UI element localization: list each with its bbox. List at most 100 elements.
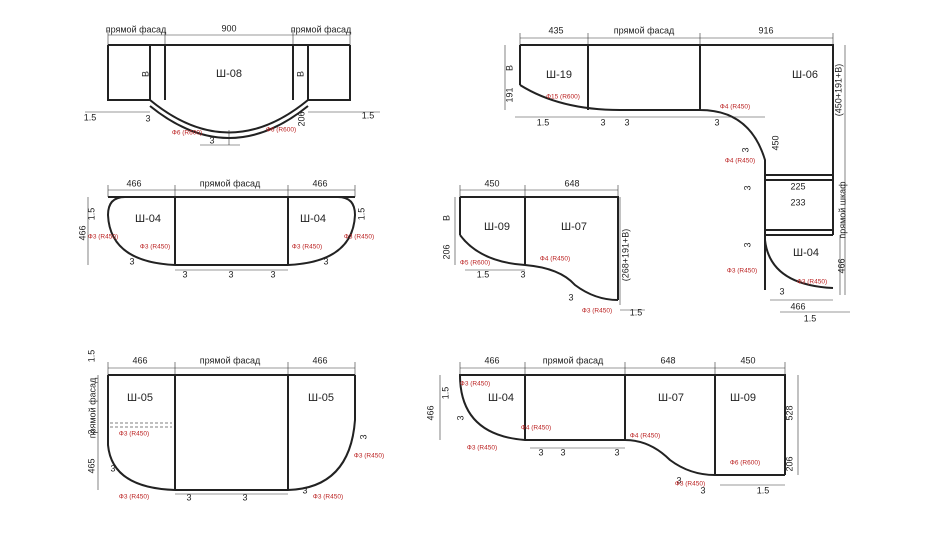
radius-note: Ф3 (R450) xyxy=(119,494,149,501)
dimension-label: 528 xyxy=(784,405,794,420)
radius-note: Ф3 (R450) xyxy=(797,279,827,286)
dimension-label: 900 xyxy=(221,23,236,33)
dimension-label: В xyxy=(504,65,514,71)
radius-note: Ф4 (R450) xyxy=(725,158,755,165)
dimension-label: 3 xyxy=(624,117,629,127)
dimension-label: прямой фасад xyxy=(543,355,604,365)
dimension-label: В xyxy=(140,71,150,77)
radius-note: Ф3 (R450) xyxy=(313,494,343,501)
radius-note: Ф3 (R450) xyxy=(467,445,497,452)
dimension-label: 3 xyxy=(614,447,619,457)
drawing-6-shape xyxy=(439,362,799,486)
dimension-label: 1.5 xyxy=(537,117,550,127)
cabinet-name: Ш-19 xyxy=(546,69,572,81)
drawing-3-shape xyxy=(87,185,357,271)
radius-note: Ф4 (R450) xyxy=(630,433,660,440)
drawing-2-shape xyxy=(504,33,850,313)
dimension-label: прямой фасад xyxy=(291,24,352,34)
dimension-label: прямой фасад xyxy=(200,178,261,188)
dimension-label: 3 xyxy=(358,434,368,439)
dimension-label: 191 xyxy=(504,87,514,102)
dimension-label: 3 xyxy=(86,429,96,434)
dimension-label: 3 xyxy=(742,185,752,190)
dimension-label: прямой фасад xyxy=(200,355,261,365)
radius-note: Ф3 (R450) xyxy=(344,234,374,241)
radius-note: Ф3 (R450) xyxy=(88,234,118,241)
radius-note: Ф3 (R450) xyxy=(727,268,757,275)
cabinet-name: Ш-05 xyxy=(127,392,153,404)
dimension-label: 466 xyxy=(836,258,846,273)
dimension-label: 648 xyxy=(564,178,579,188)
dimension-label: 1.5 xyxy=(630,307,643,317)
drawing-1-shape xyxy=(85,30,380,146)
dimension-label: 3 xyxy=(700,485,705,495)
dimension-label: 3 xyxy=(714,117,719,127)
radius-note: Ф3 (R450) xyxy=(119,431,149,438)
dimension-label: (450+191+В) xyxy=(833,64,843,117)
dimension-label: 3 xyxy=(568,292,573,302)
dimension-label: 466 xyxy=(484,355,499,365)
dimension-label: 3 xyxy=(779,286,784,296)
dimension-label: 465 xyxy=(86,458,96,473)
dimension-label: 3 xyxy=(560,447,565,457)
dimension-label: 3 xyxy=(145,113,150,123)
cabinet-name: Ш-08 xyxy=(216,68,242,80)
dimension-label: 1.5 xyxy=(362,110,375,120)
radius-note: Ф4 (R450) xyxy=(521,425,551,432)
dimension-label: 466 xyxy=(126,178,141,188)
radius-note: Ф3 (R450) xyxy=(582,308,612,315)
cabinet-name: Ш-04 xyxy=(488,392,514,404)
dimension-label: 1.5 xyxy=(356,208,366,221)
dimension-label: 1.5 xyxy=(757,485,770,495)
dimension-label: 1.5 xyxy=(804,313,817,323)
dimension-label: 466 xyxy=(425,405,435,420)
dimension-label: 648 xyxy=(660,355,675,365)
radius-note: Ф6 (R600) xyxy=(266,127,296,134)
dimension-label: 3 xyxy=(740,147,750,152)
dimension-label: 206 xyxy=(441,244,451,259)
dimension-label: 3 xyxy=(538,447,543,457)
dimension-label: прямой фасад xyxy=(87,377,97,438)
cabinet-name: Ш-09 xyxy=(730,392,756,404)
dimension-label: 3 xyxy=(302,485,307,495)
dimension-label: В xyxy=(295,71,305,77)
radius-note: Ф6 (R600) xyxy=(730,460,760,467)
dimension-label: прямой фасад xyxy=(106,24,167,34)
drawing-4-shape xyxy=(454,185,645,311)
dimension-label: 466 xyxy=(790,301,805,311)
dimension-label: прямой шкаф xyxy=(837,181,847,239)
dimension-label: 3 xyxy=(242,492,247,502)
dimension-label: 466 xyxy=(312,355,327,365)
cabinet-name: Ш-07 xyxy=(561,221,587,233)
radius-note: Ф3 (R450) xyxy=(460,381,490,388)
cabinet-name: Ш-05 xyxy=(308,392,334,404)
drawing-5-shape xyxy=(97,362,356,495)
dimension-label: 3 xyxy=(129,256,134,266)
radius-note: Ф4 (R450) xyxy=(720,104,750,111)
radius-note: Ф5 (R600) xyxy=(460,260,490,267)
dimension-label: 1.5 xyxy=(440,387,450,400)
dimension-label: 466 xyxy=(132,355,147,365)
dimension-label: 3 xyxy=(228,269,233,279)
dimension-label: 3 xyxy=(742,242,752,247)
dimension-label: 1.5 xyxy=(86,350,96,363)
dimension-label: 450 xyxy=(740,355,755,365)
dimension-label: 3 xyxy=(270,269,275,279)
dimension-label: 3 xyxy=(455,415,465,420)
dimension-label: В xyxy=(441,215,451,221)
cabinet-name: Ш-04 xyxy=(135,213,161,225)
cabinet-name: Ш-07 xyxy=(658,392,684,404)
dimension-label: 916 xyxy=(758,25,773,35)
radius-note: Ф3 (R450) xyxy=(292,244,322,251)
dimension-label: 206 xyxy=(296,111,306,126)
dimension-label: 3 xyxy=(600,117,605,127)
radius-note: Ф4 (R450) xyxy=(540,256,570,263)
dimension-label: 435 xyxy=(548,25,563,35)
dimension-label: 3 xyxy=(323,256,328,266)
dimension-label: (268+191+В) xyxy=(620,229,630,282)
radius-note: Ф3 (R450) xyxy=(354,453,384,460)
cabinet-name: Ш-09 xyxy=(484,221,510,233)
dimension-label: 3 xyxy=(186,492,191,502)
dimension-label: прямой фасад xyxy=(614,25,675,35)
dimension-label: 466 xyxy=(77,225,87,240)
